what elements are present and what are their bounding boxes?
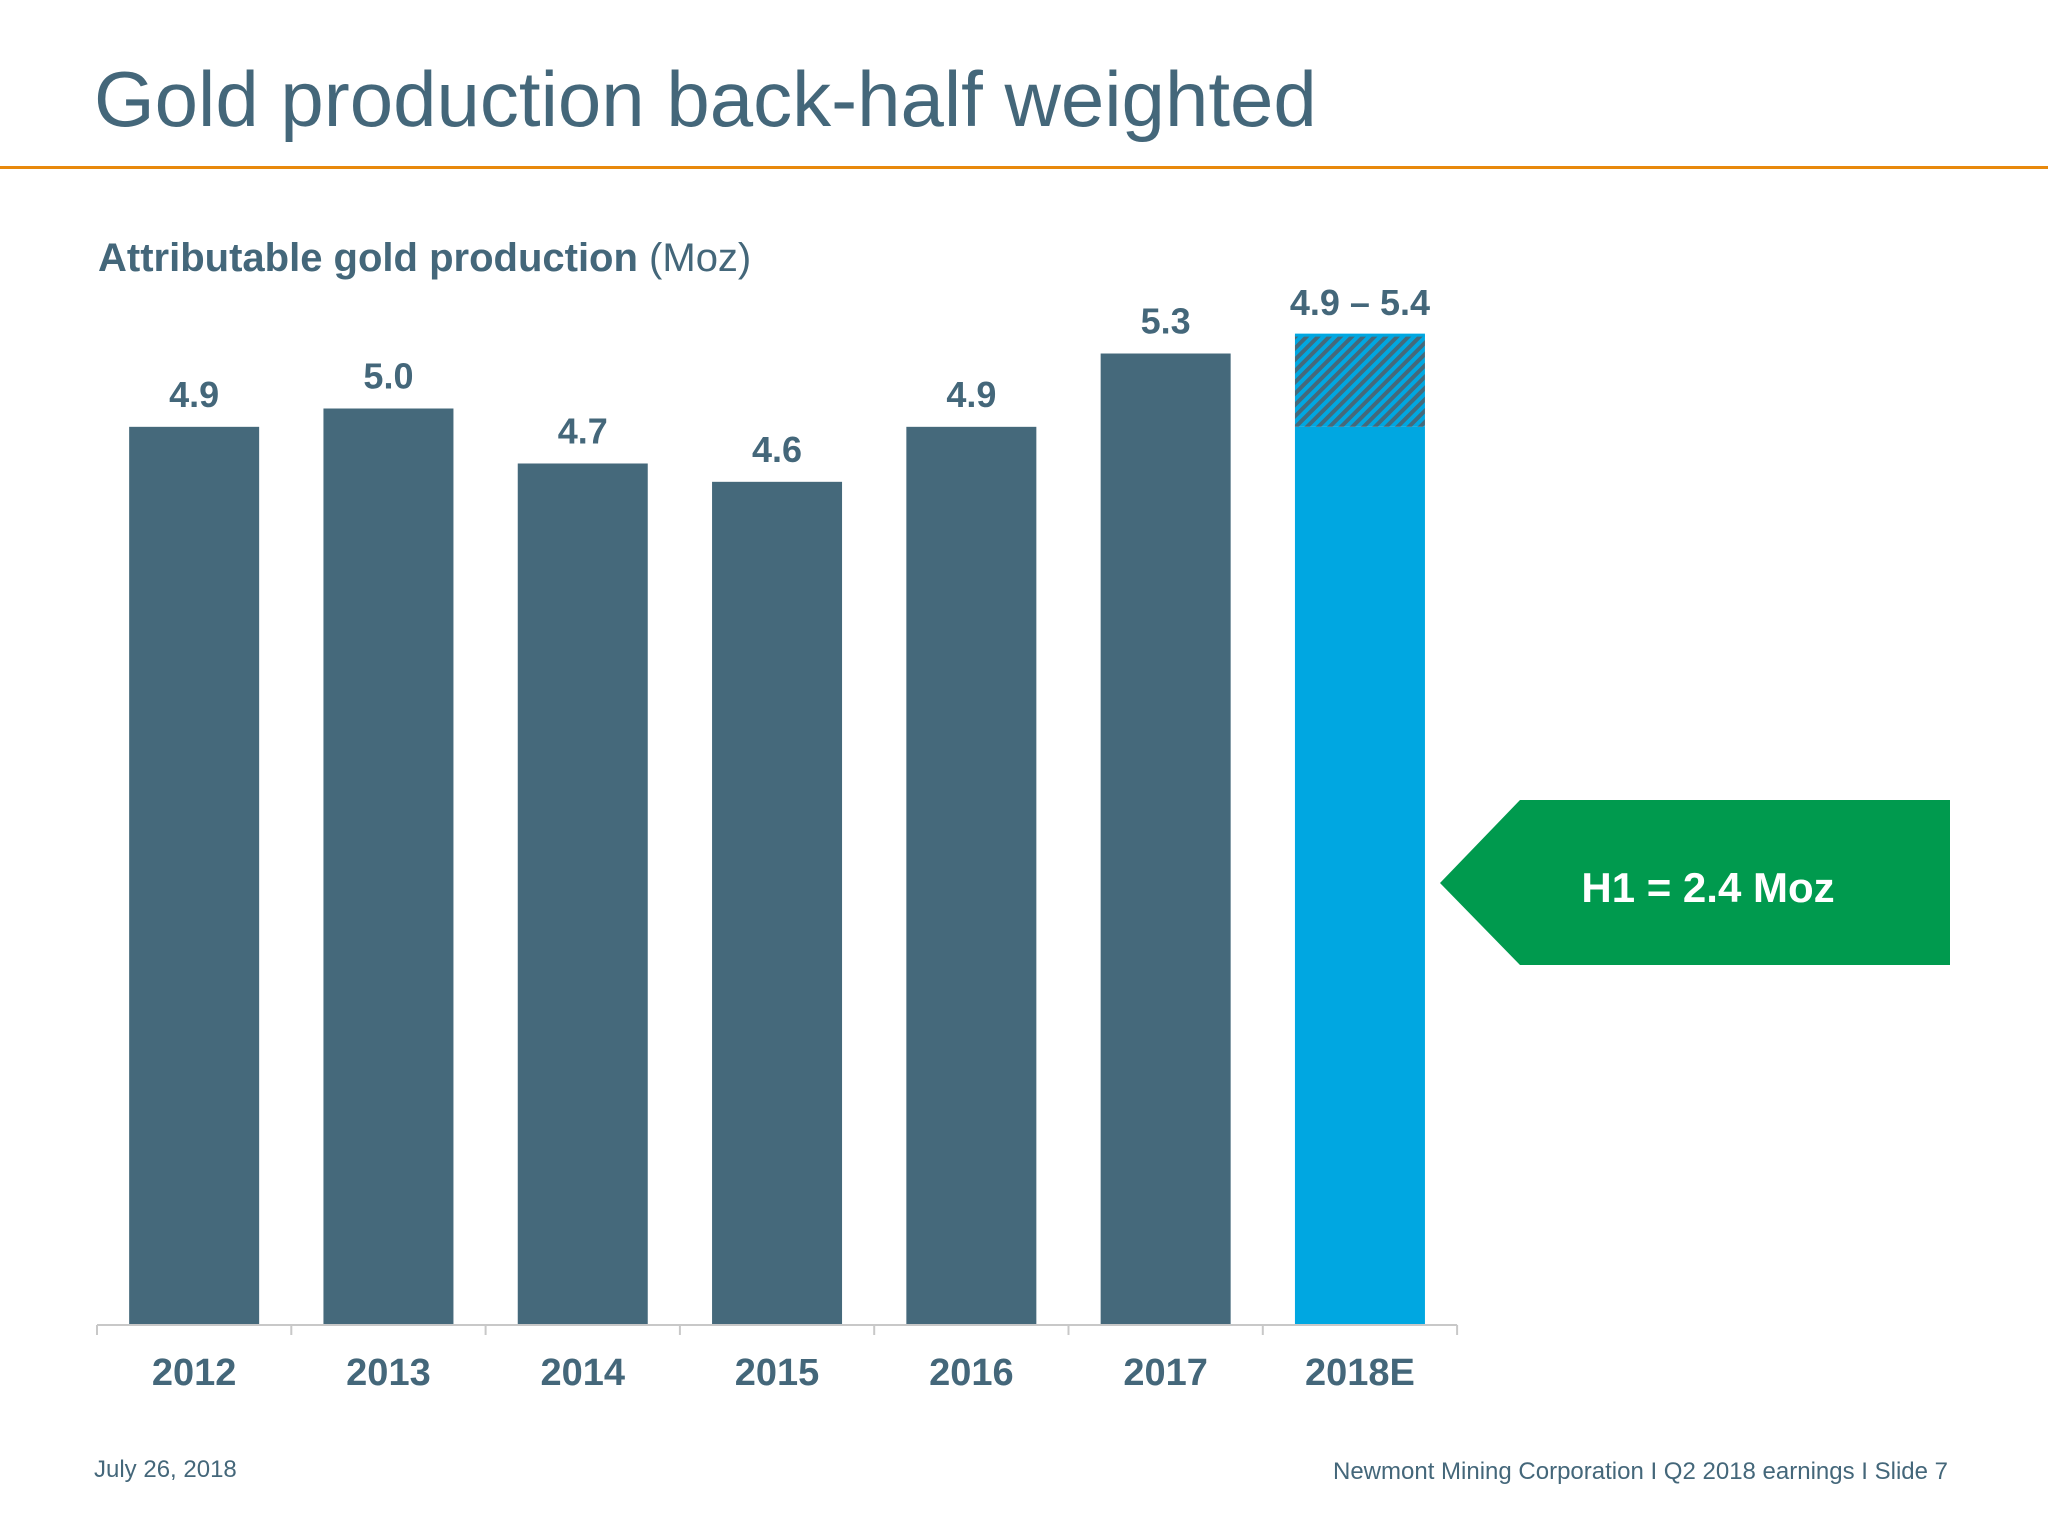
- chart-title: Attributable gold production (Moz): [98, 236, 751, 281]
- data-label-2013: 5.0: [363, 356, 413, 397]
- bar-range-2018E: [1294, 335, 1425, 427]
- footer-source: Newmont Mining Corporation I Q2 2018 ear…: [1333, 1458, 1948, 1485]
- bar-2018E: [1294, 426, 1425, 1326]
- bar-2016: [906, 426, 1037, 1326]
- slide-title: Gold production back-half weighted: [94, 55, 1317, 143]
- title-divider: [0, 166, 2048, 169]
- data-label-2017: 5.3: [1141, 301, 1191, 342]
- data-label-2018E: 4.9 – 5.4: [1290, 282, 1430, 323]
- data-label-2012: 4.9: [169, 374, 219, 415]
- x-tick-label-2014: 2014: [540, 1352, 625, 1394]
- x-tick-label-2012: 2012: [152, 1352, 237, 1394]
- bar-2014: [517, 463, 648, 1325]
- data-label-2015: 4.6: [752, 429, 802, 470]
- x-tick-label-2013: 2013: [346, 1352, 431, 1394]
- data-label-2014: 4.7: [558, 410, 608, 451]
- x-tick-label-2017: 2017: [1123, 1352, 1208, 1394]
- bar-2013: [323, 408, 454, 1325]
- data-label-2016: 4.9: [946, 374, 996, 415]
- callout-arrow: [1440, 800, 1950, 965]
- bar-2012: [129, 426, 260, 1326]
- x-tick-label-2018E: 2018E: [1305, 1352, 1415, 1394]
- chart-title-text: Attributable gold production: [98, 236, 638, 280]
- callout-text: H1 = 2.4 Moz: [1581, 864, 1834, 911]
- footer-date: July 26, 2018: [94, 1456, 237, 1483]
- bar-2017: [1100, 353, 1231, 1325]
- x-tick-label-2016: 2016: [929, 1352, 1014, 1394]
- x-tick-label-2015: 2015: [735, 1352, 820, 1394]
- chart-title-unit: (Moz): [649, 236, 752, 280]
- bar-2015: [712, 481, 843, 1325]
